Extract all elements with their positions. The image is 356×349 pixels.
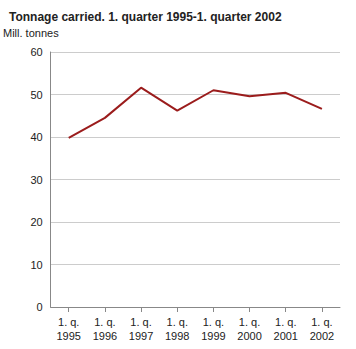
svg-text:Tonnage carried. 1. quarter 19: Tonnage carried. 1. quarter 1995-1. quar… [9,10,282,24]
svg-text:1. q.: 1. q. [311,316,332,328]
svg-text:0: 0 [37,301,43,313]
svg-text:1. q.: 1. q. [239,316,260,328]
svg-text:40: 40 [30,131,42,143]
svg-text:1. q.: 1. q. [58,316,79,328]
svg-text:30: 30 [30,174,42,186]
svg-text:1. q.: 1. q. [130,316,151,328]
svg-text:1995: 1995 [56,330,80,342]
svg-text:1. q.: 1. q. [275,316,296,328]
svg-text:2001: 2001 [274,330,298,342]
svg-text:1. q.: 1. q. [203,316,224,328]
svg-text:1996: 1996 [93,330,117,342]
svg-text:1998: 1998 [165,330,189,342]
svg-text:Mill. tonnes: Mill. tonnes [3,27,59,39]
svg-text:50: 50 [30,89,42,101]
svg-text:10: 10 [30,259,42,271]
svg-text:20: 20 [30,216,42,228]
svg-text:1. q.: 1. q. [167,316,188,328]
svg-text:2000: 2000 [237,330,261,342]
svg-text:1999: 1999 [201,330,225,342]
svg-text:60: 60 [30,46,42,58]
svg-text:2002: 2002 [310,330,334,342]
svg-text:1997: 1997 [129,330,153,342]
svg-text:1. q.: 1. q. [94,316,115,328]
